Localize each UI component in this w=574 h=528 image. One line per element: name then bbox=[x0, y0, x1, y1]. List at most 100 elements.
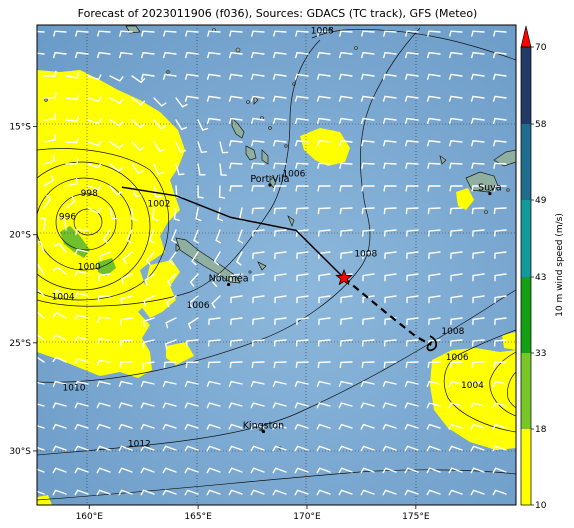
wind-barb bbox=[250, 445, 265, 452]
wind-barb bbox=[493, 162, 507, 169]
wind-barb bbox=[426, 380, 441, 387]
wind-barb bbox=[251, 140, 265, 147]
wind-barb bbox=[197, 119, 209, 131]
isobar-label: 1010 bbox=[63, 383, 86, 393]
wind-barb bbox=[250, 467, 265, 474]
wind-barb bbox=[317, 51, 331, 59]
wind-barb bbox=[228, 445, 243, 452]
longitude-ticks: 160°E 165°E 170°E 175°E bbox=[76, 505, 430, 522]
wind-barb bbox=[131, 141, 145, 152]
wind-barb bbox=[207, 339, 221, 347]
map-frame bbox=[36, 24, 517, 506]
wind-barb bbox=[448, 423, 463, 430]
lat-tick-label: 30°S bbox=[9, 447, 31, 457]
wind-barb bbox=[206, 117, 221, 124]
wind-barb bbox=[206, 380, 221, 387]
wind-barb bbox=[252, 251, 265, 260]
wind-barb bbox=[96, 423, 111, 430]
wind-barb bbox=[471, 51, 485, 59]
colorbar-tick-label: 33 bbox=[535, 349, 546, 359]
wind-barb bbox=[472, 317, 485, 326]
wind-barb bbox=[98, 251, 111, 262]
wind-barb bbox=[338, 73, 353, 80]
wind-barb bbox=[494, 251, 507, 260]
tc-current-position-star-icon[interactable] bbox=[335, 268, 353, 286]
wind-barb bbox=[74, 248, 89, 255]
wind-barb bbox=[219, 141, 229, 154]
wind-barb bbox=[492, 117, 507, 124]
wind-barb bbox=[362, 251, 375, 260]
city-dot bbox=[488, 192, 492, 196]
wind-barb bbox=[102, 229, 111, 244]
wind-barb bbox=[405, 361, 419, 369]
wind-barb bbox=[131, 119, 145, 129]
wind-barb bbox=[97, 316, 111, 323]
wind-barb bbox=[294, 423, 309, 430]
colorbar-tick-label: 10 bbox=[535, 501, 547, 511]
wind-barb bbox=[384, 273, 397, 282]
wind-barb bbox=[251, 185, 265, 192]
wind-barb bbox=[492, 73, 507, 80]
isobar-label: 1008 bbox=[354, 249, 377, 259]
wind-barb bbox=[97, 338, 111, 345]
wind-barb bbox=[52, 356, 67, 363]
wind-barb bbox=[317, 185, 331, 192]
wind-barb bbox=[382, 380, 397, 387]
wind-barb bbox=[383, 140, 397, 147]
wind-barb bbox=[273, 361, 287, 369]
lat-tick-label: 15°S bbox=[9, 123, 31, 133]
wind-barb bbox=[162, 445, 177, 452]
wind-barb bbox=[52, 380, 67, 387]
wind-barb bbox=[339, 51, 353, 59]
wind-barb bbox=[87, 118, 102, 125]
wind-barb bbox=[207, 30, 221, 37]
wind-barb bbox=[74, 402, 89, 409]
wind-barb bbox=[427, 140, 441, 147]
wind-barb bbox=[273, 51, 287, 59]
wind-barb bbox=[318, 295, 331, 304]
wind-barb bbox=[296, 295, 309, 304]
wind-barb bbox=[37, 264, 45, 275]
wind-barb bbox=[448, 73, 463, 80]
city-label: Kingston bbox=[243, 420, 284, 431]
wind-barb bbox=[165, 295, 177, 308]
wind-barb bbox=[162, 73, 177, 80]
wind-barb bbox=[360, 445, 375, 452]
wind-barb bbox=[39, 217, 46, 231]
wind-barb bbox=[493, 51, 507, 59]
map-panel[interactable]: 1008 998 996 1002 1006 1000 1004 1006 1008 1008 10… bbox=[14, 24, 517, 506]
wind-barb bbox=[492, 489, 507, 496]
wind-barb bbox=[74, 467, 89, 474]
wind-barb bbox=[316, 73, 331, 80]
wind-barb bbox=[131, 163, 144, 174]
wind-barb bbox=[166, 273, 177, 287]
wind-barb bbox=[250, 489, 265, 496]
wind-barb bbox=[65, 196, 76, 209]
wind-barb bbox=[142, 317, 155, 328]
colorbar-frame bbox=[520, 46, 532, 506]
wind-barb bbox=[404, 73, 419, 80]
wind-barb bbox=[184, 445, 199, 452]
wind-barb bbox=[448, 95, 463, 102]
wind-barb bbox=[230, 295, 243, 304]
wind-barb bbox=[43, 134, 56, 143]
wind-barb bbox=[228, 402, 243, 409]
wind-barb bbox=[52, 266, 67, 275]
wind-barb bbox=[361, 51, 375, 59]
wind-barb bbox=[229, 140, 243, 147]
wind-barb bbox=[362, 317, 375, 326]
wind-barb bbox=[87, 162, 102, 169]
wind-barb bbox=[273, 339, 287, 347]
wind-barb bbox=[472, 251, 485, 260]
wind-barb bbox=[426, 73, 441, 80]
lon-tick-label: 170°E bbox=[293, 512, 321, 522]
wind-barb bbox=[37, 468, 45, 473]
wind-barb bbox=[131, 75, 146, 84]
wind-barb bbox=[118, 402, 133, 409]
wind-barb bbox=[250, 95, 265, 102]
wind-barb bbox=[162, 467, 177, 474]
wind-barb bbox=[273, 140, 287, 147]
wind-barb bbox=[87, 207, 102, 214]
wind-barb bbox=[118, 445, 133, 452]
wind-barb bbox=[191, 251, 199, 266]
